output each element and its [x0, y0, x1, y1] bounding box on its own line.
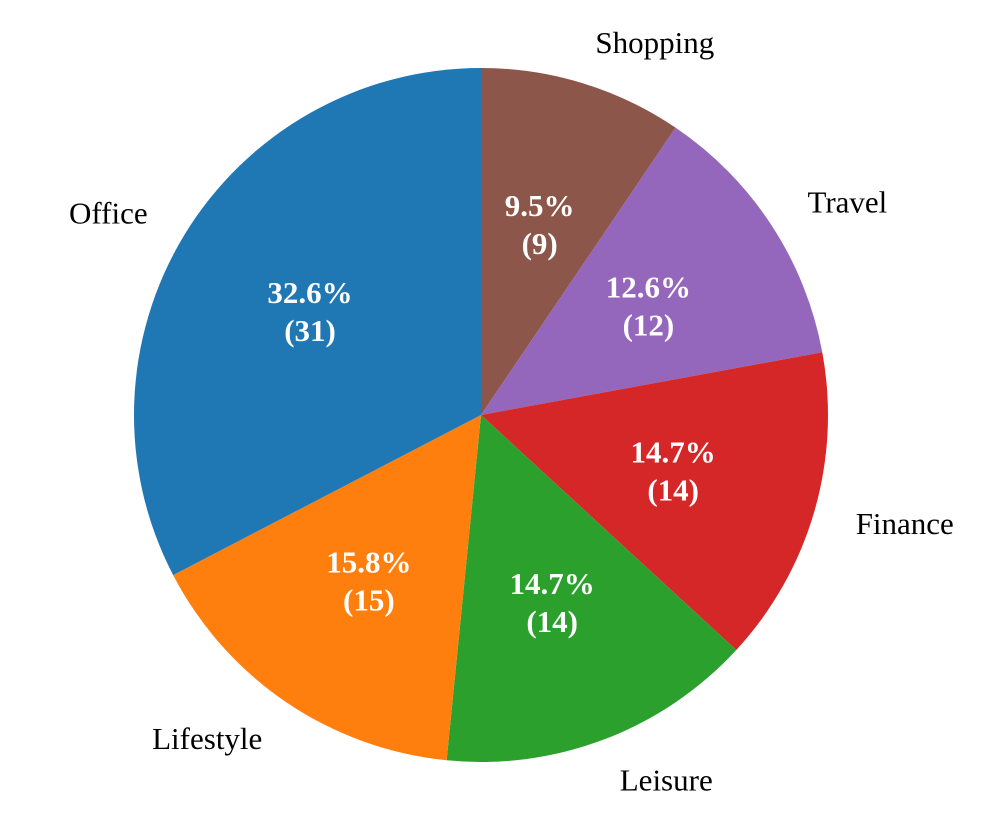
category-label-office: Office	[69, 196, 148, 231]
percent-label-finance: 14.7% (14)	[631, 434, 716, 507]
percent-label-shopping: 9.5% (9)	[505, 188, 575, 261]
category-label-leisure: Leisure	[620, 762, 713, 797]
pie-slice-office	[134, 68, 482, 576]
percent-label-lifestyle: 15.8% (15)	[326, 545, 411, 618]
category-label-finance: Finance	[856, 506, 954, 541]
pie-slice-shopping	[481, 68, 676, 415]
pie-slice-finance	[481, 352, 828, 651]
pie-slice-lifestyle	[173, 415, 482, 761]
pie-slices	[134, 68, 828, 762]
category-label-travel: Travel	[807, 185, 887, 220]
category-label-lifestyle: Lifestyle	[152, 721, 262, 756]
pie-slice-travel	[481, 127, 823, 415]
percent-label-office: 32.6% (31)	[267, 275, 352, 348]
category-label-shopping: Shopping	[595, 25, 714, 60]
percent-label-travel: 12.6% (12)	[606, 270, 691, 343]
percent-label-leisure: 14.7% (14)	[510, 566, 595, 639]
pie-slice-leisure	[446, 415, 737, 762]
percent-labels: 9.5% (9) 12.6% (12) 14.7% (14) 14.7% (14) 15.8%(…	[267, 188, 715, 639]
category-labels: Shopping Travel Finance Leisure Lifestyle Off…	[69, 25, 954, 797]
